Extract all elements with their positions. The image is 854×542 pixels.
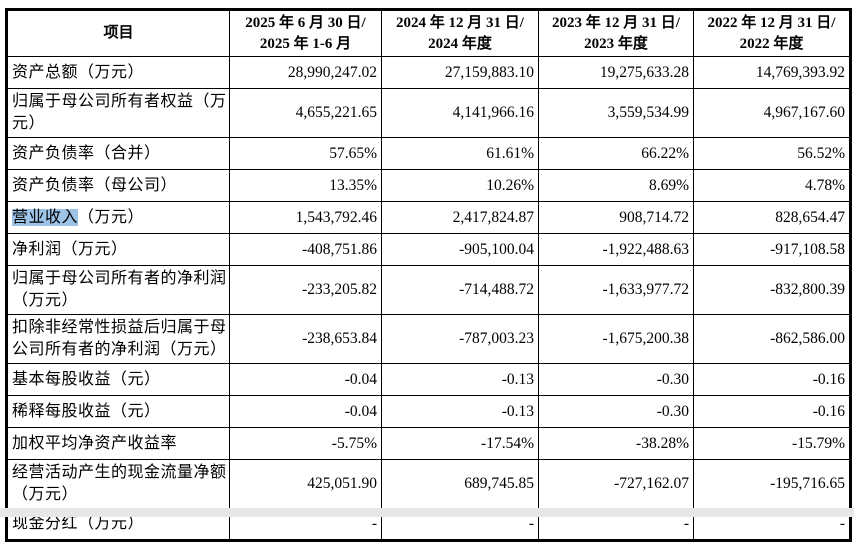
row-label: 资产负债率（母公司） [6,169,230,202]
row-label: 加权平均净资产收益率 [6,427,230,460]
row-label: 资产负债率（合并） [6,137,230,170]
table-body: 资产总额（万元） 28,990,247.02 27,159,883.10 19,275… [6,56,851,541]
row-label: 经营活动产生的现金流量净额（万元） [6,459,230,509]
header-period-2023: 2023 年 12 月 31 日/ 2023 年度 [538,9,694,57]
cell-value: -0.30 [538,363,694,396]
header-period-line1: 2022 年 12 月 31 日/ [707,14,836,31]
table-row: 资产负债率（母公司） 13.35% 10.26% 8.69% 4.78% [6,169,851,202]
cell-value: -0.04 [229,395,382,428]
table-row: 资产负债率（合并） 57.65% 61.61% 66.22% 56.52% [6,137,851,170]
cell-value: -862,586.00 [693,314,851,364]
cell-value: 56.52% [693,137,851,170]
cell-value: 908,714.72 [538,201,694,234]
row-label: 扣除非经常性损益后归属于母公司所有者的净利润（万元） [6,314,230,364]
cell-value: -0.13 [381,363,539,396]
cell-value: 57.65% [229,137,382,170]
cell-value: -233,205.82 [229,265,382,315]
cell-value: -905,100.04 [381,233,539,266]
cell-value: -238,653.84 [229,314,382,364]
table-row: 稀释每股收益（元） -0.04 -0.13 -0.30 -0.16 [6,395,851,428]
header-row: 项目 2025 年 6 月 30 日/ 2025 年 1-6 月 2024 年 … [6,9,851,57]
cell-value: -195,716.65 [693,459,851,509]
cell-value: 14,769,393.92 [693,56,851,89]
row-label: 稀释每股收益（元） [6,395,230,428]
cell-value: -832,800.39 [693,265,851,315]
cell-value: 13.35% [229,169,382,202]
cell-value: 828,654.47 [693,201,851,234]
header-item: 项目 [6,9,230,57]
cell-value: 10.26% [381,169,539,202]
row-label: 归属于母公司所有者权益（万元） [6,88,230,138]
cell-value: 19,275,633.28 [538,56,694,89]
header-period-line2: 2024 年度 [428,35,492,52]
financial-summary-table: 项目 2025 年 6 月 30 日/ 2025 年 1-6 月 2024 年 … [5,8,852,542]
cell-value: 8.69% [538,169,694,202]
header-period-line1: 2024 年 12 月 31 日/ [396,14,524,31]
cell-value: 689,745.85 [381,459,539,509]
cell-value: 66.22% [538,137,694,170]
cell-value: -0.16 [693,363,851,396]
cell-value: -38.28% [538,427,694,460]
cell-value: -1,922,488.63 [538,233,694,266]
table-row: 净利润（万元） -408,751.86 -905,100.04 -1,922,488.… [6,233,851,266]
table-row: 归属于母公司所有者的净利润（万元） -233,205.82 -714,488.72-… [6,265,851,315]
header-period-line2: 2023 年度 [584,35,648,52]
table-row: 营业收入（万元） 1,543,792.46 2,417,824.87 908,714.… [6,201,851,234]
cell-value: 4,141,966.16 [381,88,539,138]
cell-value: 27,159,883.10 [381,56,539,89]
header-period-line1: 2023 年 12 月 31 日/ [552,14,680,31]
cell-value: -727,162.07 [538,459,694,509]
cell-value: 28,990,247.02 [229,56,382,89]
table-row: 归属于母公司所有者权益（万元） 4,655,221.65 4,141,966.16 3… [6,88,851,138]
cell-value: -408,751.86 [229,233,382,266]
row-label: 基本每股收益（元） [6,363,230,396]
row-label: 资产总额（万元） [6,56,230,89]
cell-value: 2,417,824.87 [381,201,539,234]
header-period-line2: 2025 年 1-6 月 [259,35,352,52]
cell-value: 4,967,167.60 [693,88,851,138]
table-row: 资产总额（万元） 28,990,247.02 27,159,883.10 19,275… [6,56,851,89]
cell-value: -1,675,200.38 [538,314,694,364]
highlighted-text: 营业收入 [12,208,79,226]
row-label: 归属于母公司所有者的净利润（万元） [6,265,230,315]
table-row: 经营活动产生的现金流量净额（万元） 425,051.90 689,745.85 -72… [6,459,851,509]
cell-value: 425,051.90 [229,459,382,509]
cell-value: -17.54% [381,427,539,460]
table-header: 项目 2025 年 6 月 30 日/ 2025 年 1-6 月 2024 年 … [6,9,851,57]
cell-value: -0.04 [229,363,382,396]
header-period-line1: 2025 年 6 月 30 日/ [245,14,366,31]
table-row: 加权平均净资产收益率 -5.75% -17.54% -38.28% -15.79% [6,427,851,460]
row-label: 净利润（万元） [6,233,230,266]
cell-value: -0.30 [538,395,694,428]
page-bottom-edge [0,508,854,517]
header-period-line2: 2022 年度 [739,35,804,52]
cell-value: 4,655,221.65 [229,88,382,138]
row-label: 营业收入（万元） [6,201,230,234]
cell-value: -0.16 [693,395,851,428]
cell-value: 1,543,792.46 [229,201,382,234]
header-period-2022: 2022 年 12 月 31 日/ 2022 年度 [693,9,851,57]
cell-value: -714,488.72 [381,265,539,315]
table-row: 扣除非经常性损益后归属于母公司所有者的净利润（万元） -238,653.84 -78… [6,314,851,364]
cell-value: 4.78% [693,169,851,202]
cell-value: -787,003.23 [381,314,539,364]
cell-value: -15.79% [693,427,851,460]
cell-value: -1,633,977.72 [538,265,694,315]
cell-value: -0.13 [381,395,539,428]
header-period-2024: 2024 年 12 月 31 日/ 2024 年度 [381,9,539,57]
cell-value: 61.61% [381,137,539,170]
cell-value: -917,108.58 [693,233,851,266]
cell-value: 3,559,534.99 [538,88,694,138]
table-row: 基本每股收益（元） -0.04 -0.13 -0.30 -0.16 [6,363,851,396]
cell-value: -5.75% [229,427,382,460]
header-period-2025: 2025 年 6 月 30 日/ 2025 年 1-6 月 [229,9,382,57]
